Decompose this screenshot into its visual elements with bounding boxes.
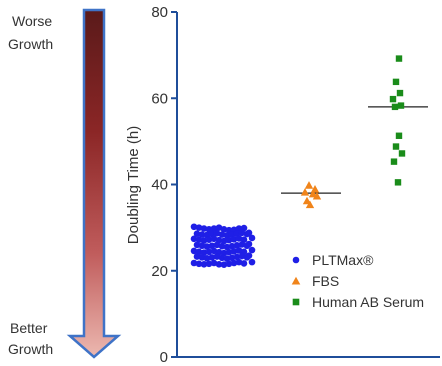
- pltmax-point: [218, 242, 226, 250]
- pltmax-point: [243, 230, 251, 238]
- pltmax-point: [198, 254, 206, 261]
- pltmax-point: [248, 258, 256, 266]
- fbs-point: [305, 200, 315, 209]
- pltmax-point: [190, 247, 198, 255]
- pltmax-point: [200, 260, 208, 268]
- pltmax-point: [213, 241, 221, 249]
- pltmax-point: [203, 243, 211, 250]
- pltmax-point: [210, 247, 218, 255]
- human-ab-serum-point: [397, 102, 405, 109]
- y-tick-label: 80: [151, 4, 168, 21]
- pltmax-point: [205, 260, 213, 268]
- pltmax-point: [228, 254, 236, 262]
- pltmax-point: [233, 242, 241, 249]
- human-ab-serum-point: [391, 103, 399, 111]
- pltmax-point: [223, 255, 231, 262]
- pltmax-point: [198, 231, 206, 238]
- pltmax-point: [190, 223, 198, 231]
- fbs-point: [312, 191, 322, 200]
- pltmax-point: [220, 226, 228, 233]
- pltmax-point: [228, 242, 236, 250]
- human-ab-serum-point: [396, 89, 404, 97]
- pltmax-point: [235, 247, 243, 254]
- pltmax-point: [193, 230, 201, 237]
- legend-symbol-human-ab-serum: [292, 298, 300, 306]
- pltmax-point: [223, 243, 231, 251]
- arrow-bottom-label-line2: Growth: [8, 341, 53, 357]
- pltmax-point: [200, 225, 208, 232]
- human-ab-serum-point: [394, 179, 402, 186]
- pltmax-point: [225, 236, 233, 244]
- pltmax-point: [205, 236, 213, 243]
- legend-symbol-fbs: [291, 276, 301, 285]
- pltmax-point: [195, 224, 203, 231]
- pltmax-point: [230, 259, 238, 267]
- pltmax-point: [190, 259, 198, 267]
- legend-label: PLTMax®: [312, 252, 374, 268]
- pltmax-point: [238, 229, 246, 237]
- arrow-top-label-line1: Worse: [12, 13, 52, 29]
- pltmax-point: [208, 242, 216, 250]
- pltmax-point: [208, 254, 216, 261]
- pltmax-point: [193, 253, 201, 260]
- pltmax-point: [195, 236, 203, 243]
- arrow-bottom-label-line1: Better: [10, 320, 48, 336]
- y-tick-label: 60: [151, 90, 168, 107]
- pltmax-point: [210, 259, 218, 267]
- human-ab-serum-point: [392, 143, 400, 150]
- pltmax-point: [225, 248, 233, 256]
- pltmax-point: [238, 252, 246, 260]
- human-ab-serum-point: [389, 95, 397, 103]
- human-ab-serum-point: [395, 132, 403, 139]
- pltmax-point: [213, 253, 221, 260]
- y-axis-label: Doubling Time (h): [125, 126, 142, 244]
- human-ab-serum-point: [392, 78, 400, 86]
- pltmax-point: [235, 235, 243, 242]
- fbs-point: [304, 181, 314, 189]
- pltmax-point: [220, 261, 228, 269]
- legend-label: Human AB Serum: [312, 294, 424, 310]
- growth-arrow: [66, 8, 122, 359]
- pltmax-point: [248, 246, 256, 254]
- pltmax-point: [200, 237, 208, 244]
- pltmax-point: [205, 226, 213, 233]
- y-tick-label: 40: [151, 177, 168, 194]
- pltmax-point: [235, 258, 243, 266]
- pltmax-point: [203, 254, 211, 262]
- y-tick-label: 0: [160, 349, 168, 366]
- pltmax-point: [220, 237, 228, 245]
- pltmax-point: [230, 235, 238, 243]
- pltmax-point: [198, 242, 206, 250]
- pltmax-point: [193, 241, 201, 249]
- pltmax-point: [230, 248, 238, 255]
- legend-label: FBS: [312, 273, 339, 289]
- pltmax-point: [218, 254, 226, 262]
- fbs-point: [300, 188, 310, 196]
- legend-symbol-pltmax: [292, 256, 300, 264]
- fbs-point: [310, 185, 320, 193]
- pltmax-point: [205, 248, 213, 256]
- arrow-top-label-line2: Growth: [8, 36, 53, 52]
- pltmax-point: [240, 260, 248, 267]
- pltmax-point: [248, 234, 256, 242]
- pltmax-point: [213, 229, 221, 237]
- pltmax-point: [243, 242, 251, 250]
- pltmax-point: [210, 235, 218, 243]
- pltmax-point: [233, 253, 241, 261]
- pltmax-point: [238, 241, 246, 248]
- pltmax-point: [195, 260, 203, 268]
- human-ab-serum-point: [395, 55, 403, 62]
- pltmax-point: [215, 260, 223, 268]
- human-ab-serum-point: [398, 150, 406, 157]
- pltmax-point: [225, 260, 233, 268]
- pltmax-point: [215, 224, 223, 231]
- human-ab-serum-point: [390, 158, 398, 165]
- pltmax-point: [218, 231, 226, 238]
- y-tick-label: 20: [151, 263, 168, 280]
- pltmax-point: [210, 225, 218, 232]
- pltmax-point: [190, 235, 198, 243]
- pltmax-point: [243, 254, 251, 261]
